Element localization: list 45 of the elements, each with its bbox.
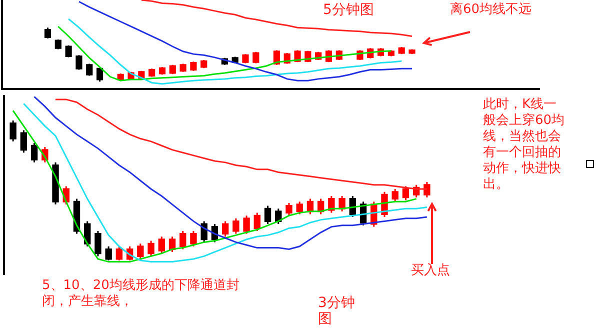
candlestick xyxy=(105,246,112,262)
candlestick xyxy=(286,202,292,216)
candlestick xyxy=(180,63,186,73)
candlestick xyxy=(264,205,272,225)
candlestick xyxy=(242,53,249,64)
candlestick xyxy=(158,236,165,254)
text: 此时，K线一般会上穿60均线，当然也会有一个回抽的动作，快进快出。 xyxy=(483,97,566,193)
candlestick xyxy=(76,54,82,70)
candlestick xyxy=(148,240,154,257)
candlestick xyxy=(402,185,410,201)
text: 买入点 xyxy=(411,263,451,279)
candlestick xyxy=(30,142,38,164)
candlestick xyxy=(338,195,346,212)
candlestick xyxy=(54,38,62,50)
text: 3分钟图 xyxy=(318,295,356,327)
candlestick xyxy=(52,162,59,206)
candlestick xyxy=(65,44,72,58)
candlestick xyxy=(44,26,52,40)
candlestick xyxy=(296,200,303,215)
candlestick xyxy=(200,59,208,69)
candlestick xyxy=(243,214,250,235)
candlestick xyxy=(252,51,260,64)
candlestick xyxy=(222,220,229,238)
candlestick xyxy=(408,48,416,55)
candlestick xyxy=(254,212,260,232)
candlestick xyxy=(200,220,208,243)
candlestick xyxy=(180,230,186,250)
text: 离60均线不远 xyxy=(450,2,533,18)
candlestick xyxy=(137,242,144,260)
candlestick xyxy=(86,63,93,76)
candlestick xyxy=(398,46,405,55)
candlestick xyxy=(392,188,398,202)
candlestick xyxy=(148,68,156,78)
candlestick xyxy=(20,129,28,154)
candlestick xyxy=(169,64,176,75)
candlestick xyxy=(190,230,197,248)
candlestick xyxy=(232,218,240,235)
candlestick xyxy=(190,60,197,72)
text: 5、10、20均线形成的下降通道封闭，产生靠线， xyxy=(42,278,240,310)
candlestick xyxy=(94,230,102,257)
chart-title: 5分钟图 xyxy=(323,2,375,18)
candlestick xyxy=(158,66,166,76)
candlestick xyxy=(116,246,123,262)
candlestick xyxy=(10,120,16,142)
candlestick xyxy=(424,181,430,198)
